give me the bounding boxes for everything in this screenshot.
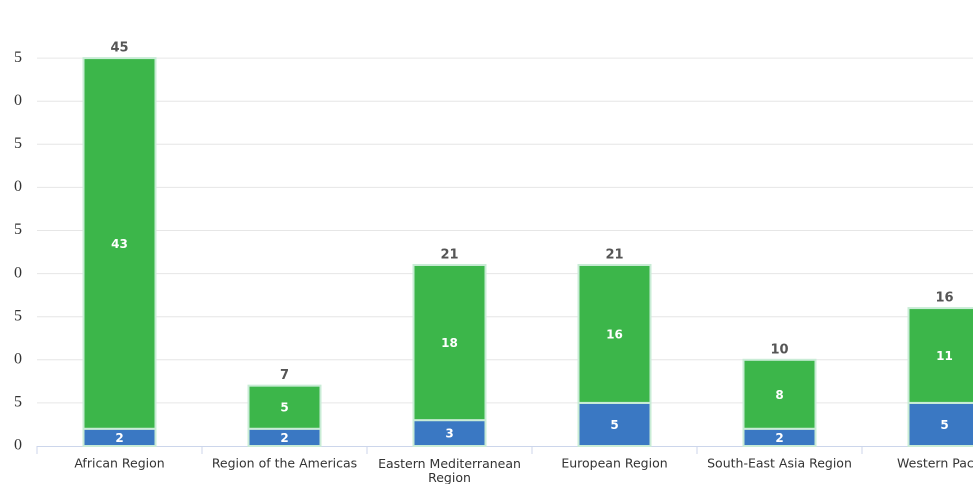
bar-segment (82, 57, 157, 430)
value-label: 2 (280, 431, 288, 445)
x-tick-label: African Region (74, 456, 164, 471)
total-label: 21 (605, 247, 623, 262)
value-label: 2 (775, 431, 783, 445)
value-label: 3 (445, 427, 453, 441)
bar-segment (907, 307, 973, 404)
x-tick-label: Eastern Mediterranean Region (378, 456, 521, 484)
total-label: 45 (110, 41, 128, 56)
bar-segment (412, 263, 487, 422)
y-tick-label: 5 (14, 221, 22, 238)
bar-segment (577, 401, 652, 447)
y-tick-label: 0 (14, 437, 22, 454)
total-label: 7 (280, 368, 289, 383)
value-label: 11 (936, 349, 953, 363)
total-label: 16 (935, 291, 953, 306)
value-label: 43 (111, 237, 128, 251)
value-label: 2 (115, 431, 123, 445)
bar-segment (742, 358, 817, 430)
total-label: 10 (770, 342, 788, 357)
x-tick-label: South-East Asia Region (707, 456, 852, 471)
value-label: 5 (280, 401, 288, 415)
value-label: 8 (775, 388, 783, 402)
bar-segment (907, 401, 973, 447)
value-label: 16 (606, 327, 623, 341)
x-tick-label: European Region (561, 456, 667, 471)
value-label: 18 (441, 336, 458, 350)
y-tick-label: 5 (14, 135, 22, 152)
value-label: 5 (610, 418, 618, 432)
total-label: 21 (440, 247, 458, 262)
x-tick-label: Western Pacific (897, 456, 973, 471)
y-tick-label: 5 (14, 49, 22, 66)
y-tick-label: 0 (14, 350, 22, 367)
bar-segment (577, 263, 652, 404)
y-tick-label: 0 (14, 178, 22, 195)
x-tick-label: Region of the Americas (212, 456, 357, 471)
y-tick-label: 0 (14, 92, 22, 109)
bar-segment (247, 384, 322, 430)
y-tick-label: 5 (14, 307, 22, 324)
bar-segment (412, 419, 487, 448)
value-label: 5 (940, 418, 948, 432)
y-tick-label: 5 (14, 394, 22, 411)
y-tick-label: 0 (14, 264, 22, 281)
